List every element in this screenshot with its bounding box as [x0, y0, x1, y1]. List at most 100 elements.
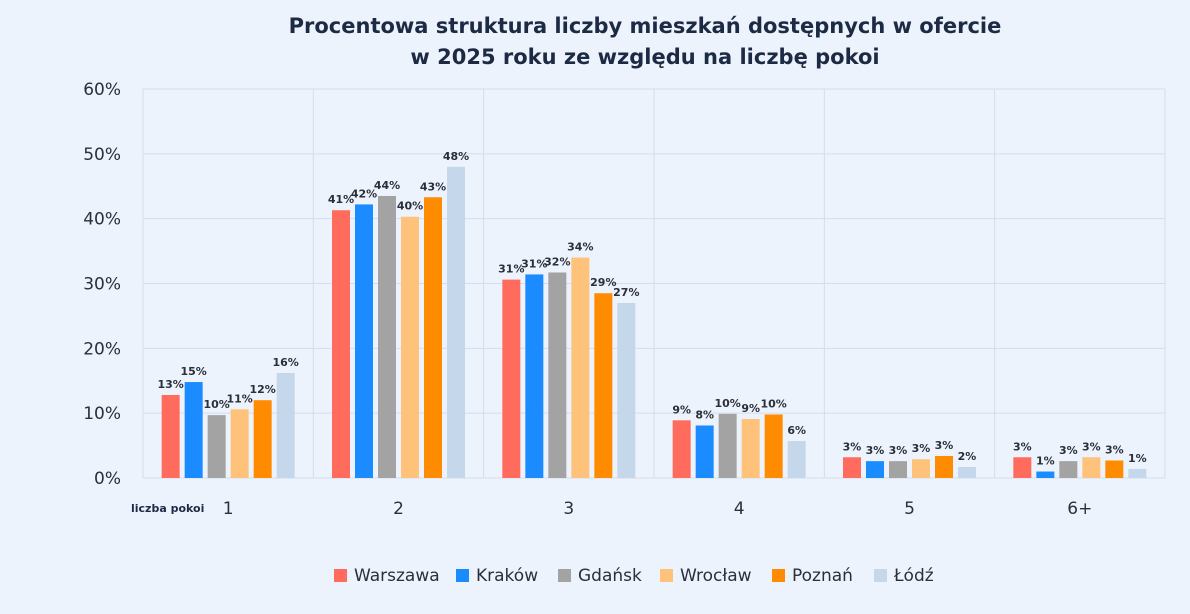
- data-label: 43%: [420, 180, 446, 193]
- y-tick-label: 50%: [83, 145, 121, 165]
- x-tick-label: 2: [393, 499, 404, 519]
- bar-gdańsk-3: [548, 272, 567, 478]
- chart-title-line-1: Procentowa struktura liczby mieszkań dos…: [289, 14, 1002, 38]
- bar-kraków-6+: [1036, 471, 1055, 478]
- data-label: 10%: [760, 397, 786, 410]
- bar-łódź-1: [276, 372, 295, 478]
- legend-label-gdańsk: Gdańsk: [578, 566, 642, 586]
- bars: [161, 166, 1147, 479]
- y-tick-label: 40%: [83, 210, 121, 230]
- bar-poznań-4: [764, 414, 783, 478]
- legend-swatch-warszawa: [334, 569, 347, 582]
- bar-poznań-6+: [1105, 460, 1124, 478]
- legend-swatch-kraków: [456, 569, 469, 582]
- legend-swatch-gdańsk: [558, 569, 571, 582]
- bar-warszawa-3: [502, 279, 521, 478]
- bar-wrocław-5: [912, 459, 930, 478]
- x-tick-label: 3: [563, 499, 574, 519]
- x-axis-label: liczba pokoi: [131, 502, 204, 515]
- data-label: 1%: [1036, 455, 1055, 468]
- x-axis-ticks: 1 2 3 4 5 6+: [223, 499, 1093, 519]
- bar-warszawa-5: [843, 457, 861, 478]
- data-labels: 13%15%10%11%12%16%41%42%44%40%43%48%31%3…: [157, 150, 1146, 468]
- data-label: 12%: [249, 383, 275, 396]
- data-label: 9%: [741, 402, 760, 415]
- chart-title-line-2: w 2025 roku ze względu na liczbę pokoi: [410, 45, 879, 69]
- data-label: 3%: [912, 442, 931, 455]
- legend-label-kraków: Kraków: [476, 566, 538, 586]
- bar-łódź-4: [787, 441, 806, 478]
- x-tick-label: 5: [904, 499, 915, 519]
- data-label: 29%: [590, 276, 616, 289]
- data-label: 3%: [889, 444, 908, 457]
- bar-kraków-2: [355, 204, 373, 479]
- bar-gdańsk-4: [718, 413, 737, 478]
- data-label: 9%: [672, 403, 691, 416]
- y-tick-label: 0%: [94, 469, 121, 489]
- legend-swatch-łódź: [874, 569, 887, 582]
- y-tick-label: 60%: [83, 80, 121, 100]
- data-label: 44%: [374, 179, 400, 192]
- data-label: 3%: [1013, 440, 1032, 453]
- legend-label-warszawa: Warszawa: [354, 566, 440, 586]
- bar-wrocław-2: [401, 216, 419, 478]
- data-label: 3%: [1082, 440, 1101, 453]
- data-label: 40%: [397, 200, 423, 213]
- bar-łódź-6+: [1128, 468, 1147, 478]
- x-tick-label: 4: [734, 499, 745, 519]
- data-label: 32%: [544, 255, 570, 268]
- bar-kraków-3: [525, 274, 544, 478]
- x-tick-label: 1: [223, 499, 234, 519]
- bar-kraków-1: [184, 382, 203, 478]
- data-label: 48%: [443, 150, 469, 163]
- legend: Warszawa Kraków Gdańsk Wrocław Poznań Łódź: [334, 566, 934, 586]
- bar-warszawa-6+: [1013, 457, 1032, 478]
- bar-warszawa-4: [672, 420, 691, 478]
- data-label: 3%: [1059, 444, 1078, 457]
- bar-wrocław-3: [571, 257, 590, 478]
- data-label: 3%: [935, 439, 954, 452]
- data-label: 8%: [695, 408, 714, 421]
- bar-kraków-5: [866, 461, 884, 478]
- legend-label-wrocław: Wrocław: [680, 566, 752, 586]
- legend-swatch-poznań: [772, 569, 785, 582]
- data-label: 3%: [843, 440, 862, 453]
- gridlines: [142, 88, 1166, 479]
- bar-gdańsk-1: [207, 415, 226, 478]
- y-tick-label: 30%: [83, 275, 121, 295]
- data-label: 3%: [1105, 443, 1124, 456]
- data-label: 6%: [787, 424, 806, 437]
- bar-poznań-3: [594, 293, 613, 478]
- bar-kraków-4: [695, 425, 714, 478]
- bar-łódź-3: [617, 302, 636, 478]
- data-label: 1%: [1128, 452, 1147, 465]
- data-label: 41%: [328, 193, 354, 206]
- data-label: 10%: [203, 398, 229, 411]
- y-tick-label: 20%: [83, 339, 121, 359]
- data-label: 15%: [180, 365, 206, 378]
- bar-warszawa-2: [332, 210, 350, 478]
- bar-wrocław-4: [741, 419, 760, 478]
- legend-label-poznań: Poznań: [792, 566, 853, 586]
- data-label: 31%: [521, 257, 547, 270]
- bar-wrocław-1: [230, 409, 249, 478]
- data-label: 11%: [226, 392, 252, 405]
- bar-łódź-2: [447, 166, 465, 479]
- y-tick-label: 10%: [83, 404, 121, 424]
- x-tick-label: 6+: [1067, 499, 1092, 519]
- legend-label-łódź: Łódź: [893, 566, 934, 586]
- bar-gdańsk-5: [889, 461, 907, 478]
- bar-wrocław-6+: [1082, 457, 1101, 478]
- bar-warszawa-1: [161, 395, 180, 478]
- bar-poznań-1: [253, 400, 272, 478]
- data-label: 3%: [866, 444, 885, 457]
- legend-swatch-wrocław: [660, 569, 673, 582]
- data-label: 34%: [567, 241, 593, 254]
- bar-poznań-5: [935, 455, 953, 478]
- data-label: 13%: [157, 378, 183, 391]
- data-label: 27%: [613, 286, 639, 299]
- data-label: 31%: [498, 263, 524, 276]
- y-axis-ticks: 0% 10% 20% 30% 40% 50% 60%: [83, 80, 121, 489]
- bar-gdańsk-6+: [1059, 461, 1078, 478]
